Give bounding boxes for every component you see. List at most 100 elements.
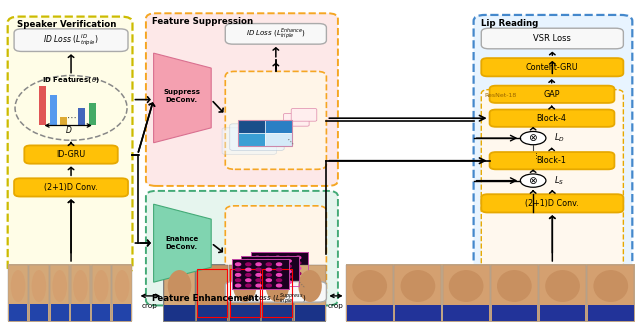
Ellipse shape — [233, 270, 257, 302]
Bar — [29, 265, 49, 321]
Ellipse shape — [593, 270, 628, 302]
Circle shape — [266, 260, 271, 262]
Circle shape — [246, 268, 251, 271]
Text: ID Loss $(L_{triple}^{Suppress})$: ID Loss $(L_{triple}^{Suppress})$ — [245, 291, 307, 307]
Ellipse shape — [449, 270, 483, 302]
Bar — [539, 265, 586, 321]
Circle shape — [266, 268, 271, 271]
Bar — [197, 269, 227, 317]
Circle shape — [236, 268, 241, 271]
Bar — [444, 305, 489, 321]
Ellipse shape — [353, 270, 387, 302]
Ellipse shape — [497, 270, 532, 302]
FancyBboxPatch shape — [222, 128, 276, 154]
Bar — [265, 120, 292, 133]
Circle shape — [285, 262, 291, 264]
Bar — [229, 265, 260, 321]
FancyBboxPatch shape — [146, 13, 338, 186]
Circle shape — [276, 284, 282, 287]
Circle shape — [266, 274, 271, 276]
Bar — [113, 304, 131, 321]
Circle shape — [265, 272, 270, 275]
Bar — [294, 265, 326, 321]
Ellipse shape — [298, 270, 322, 302]
Circle shape — [255, 265, 260, 268]
Circle shape — [275, 267, 280, 270]
Circle shape — [256, 284, 261, 287]
Text: $L_S$: $L_S$ — [554, 174, 564, 187]
Circle shape — [276, 281, 281, 284]
Text: ID Loss $(L_{triple}^{ID})$: ID Loss $(L_{triple}^{ID})$ — [44, 33, 99, 48]
Bar — [50, 265, 69, 321]
FancyBboxPatch shape — [146, 191, 338, 305]
Circle shape — [275, 278, 280, 280]
Circle shape — [236, 274, 241, 276]
Circle shape — [266, 276, 271, 278]
Bar — [60, 117, 67, 124]
Circle shape — [255, 276, 260, 278]
Bar — [395, 305, 441, 321]
FancyBboxPatch shape — [474, 15, 632, 305]
Text: $\cdots$: $\cdots$ — [296, 276, 308, 290]
Bar — [113, 265, 132, 321]
Bar — [163, 264, 326, 322]
Circle shape — [265, 267, 270, 270]
Bar — [540, 305, 586, 321]
Bar — [295, 305, 325, 321]
Circle shape — [255, 281, 260, 284]
Circle shape — [255, 270, 260, 273]
FancyBboxPatch shape — [490, 152, 614, 169]
Bar — [238, 133, 265, 146]
Circle shape — [286, 260, 291, 262]
FancyBboxPatch shape — [230, 124, 284, 150]
Circle shape — [285, 256, 291, 259]
Circle shape — [276, 270, 281, 273]
Bar — [40, 86, 47, 124]
Circle shape — [296, 256, 301, 259]
Circle shape — [245, 270, 250, 273]
Ellipse shape — [115, 270, 129, 302]
Circle shape — [296, 262, 301, 264]
Bar — [8, 265, 28, 321]
FancyBboxPatch shape — [481, 28, 623, 49]
Text: Feature Enhancement: Feature Enhancement — [152, 293, 259, 303]
Bar — [346, 264, 635, 322]
Circle shape — [245, 260, 250, 262]
Circle shape — [245, 276, 250, 278]
Circle shape — [256, 268, 261, 271]
Circle shape — [266, 284, 271, 287]
Circle shape — [275, 262, 280, 264]
FancyBboxPatch shape — [490, 86, 614, 103]
FancyBboxPatch shape — [24, 145, 118, 164]
Circle shape — [255, 272, 260, 275]
Bar — [251, 252, 308, 282]
Bar — [92, 265, 111, 321]
Bar — [394, 265, 442, 321]
Text: Block-4: Block-4 — [537, 114, 566, 123]
Bar — [50, 95, 57, 124]
Text: crop: crop — [328, 303, 343, 309]
Circle shape — [265, 256, 270, 259]
Text: ID Features($\theta$): ID Features($\theta$) — [42, 75, 100, 85]
Circle shape — [236, 284, 241, 287]
Text: Lip Reading: Lip Reading — [481, 19, 538, 28]
Bar — [232, 259, 289, 289]
Text: $L_D$: $L_D$ — [554, 132, 564, 144]
Ellipse shape — [52, 270, 67, 302]
Circle shape — [266, 263, 271, 266]
Ellipse shape — [266, 270, 289, 302]
Bar — [443, 265, 490, 321]
Bar — [241, 256, 299, 286]
Circle shape — [256, 263, 261, 266]
Bar — [70, 265, 90, 321]
Text: $D$: $D$ — [65, 124, 72, 135]
Bar — [241, 256, 299, 286]
Bar — [92, 304, 111, 321]
Ellipse shape — [94, 270, 109, 302]
Bar — [51, 304, 69, 321]
Bar — [196, 265, 228, 321]
Circle shape — [255, 267, 260, 270]
Ellipse shape — [73, 270, 88, 302]
Text: crop: crop — [142, 303, 157, 309]
Circle shape — [256, 274, 261, 276]
